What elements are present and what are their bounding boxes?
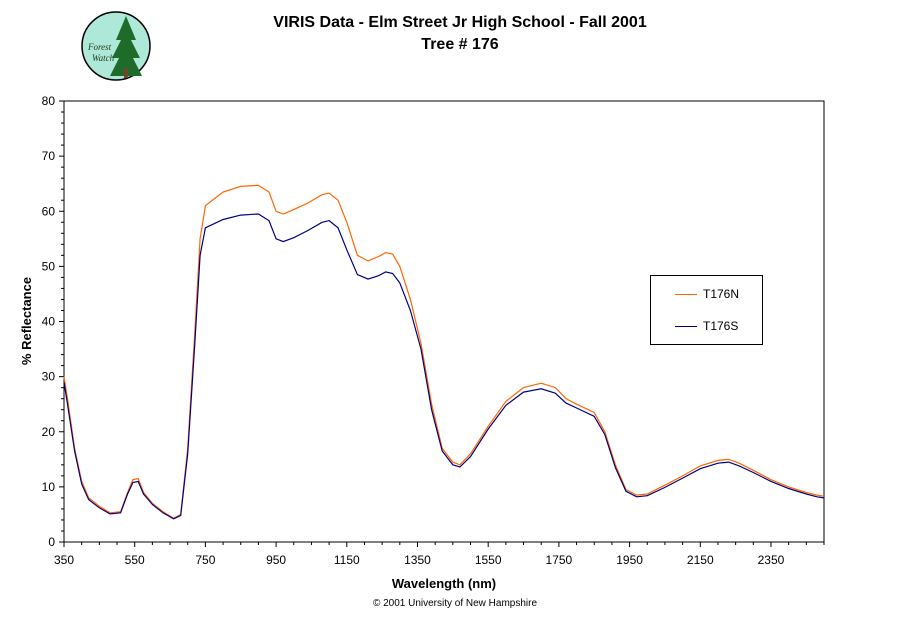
y-tick-label: 30	[42, 370, 56, 384]
tree-trunk-icon	[124, 68, 128, 78]
x-axis-label: Wavelength (nm)	[392, 576, 496, 591]
legend-label-t176n: T176N	[703, 287, 740, 301]
logo-text-forest: Forest	[87, 42, 112, 52]
forest-watch-logo: Forest Watch	[81, 11, 151, 81]
legend-label-t176s: T176S	[703, 319, 739, 333]
y-tick-label: 80	[42, 94, 56, 108]
series-lines	[63, 184, 825, 520]
y-tick-label: 60	[42, 204, 56, 218]
x-tick-label: 350	[54, 553, 74, 567]
x-axis: 350 550 750 950 1150 1350 1550 1750 1950 2150 2350	[54, 542, 825, 567]
x-tick-label: 1150	[334, 553, 360, 567]
y-axis: 0 10 20 30 40 50 60 70 80	[42, 94, 64, 549]
x-tick-label: 2350	[758, 553, 785, 567]
series-line-t176n	[63, 184, 825, 519]
tree-icon	[110, 16, 142, 76]
legend: T176N T176S	[650, 275, 763, 345]
y-tick-label: 10	[42, 480, 56, 494]
x-tick-label: 550	[125, 553, 145, 567]
x-tick-label: 750	[195, 553, 215, 567]
y-tick-label: 50	[42, 259, 56, 273]
x-tick-label: 1750	[546, 553, 573, 567]
legend-swatch-t176n	[675, 294, 697, 295]
y-tick-label: 20	[42, 425, 56, 439]
chart-title: VIRIS Data - Elm Street Jr High School -…	[273, 14, 647, 31]
logo-text-watch: Watch	[92, 53, 115, 63]
y-axis-label: % Reflectance	[19, 277, 34, 365]
y-tick-label: 0	[48, 535, 55, 549]
x-tick-label: 1350	[404, 553, 431, 567]
x-tick-label: 950	[266, 553, 286, 567]
y-tick-label: 70	[42, 149, 56, 163]
series-line-t176s	[63, 213, 825, 520]
x-tick-label: 2150	[687, 553, 714, 567]
y-tick-label: 40	[42, 315, 56, 329]
chart-subtitle: Tree # 176	[421, 36, 499, 53]
legend-swatch-t176s	[675, 326, 697, 327]
copyright-footer: © 2001 University of New Hampshire	[372, 598, 538, 609]
x-tick-label: 1950	[616, 553, 643, 567]
x-tick-label: 1550	[475, 553, 502, 567]
